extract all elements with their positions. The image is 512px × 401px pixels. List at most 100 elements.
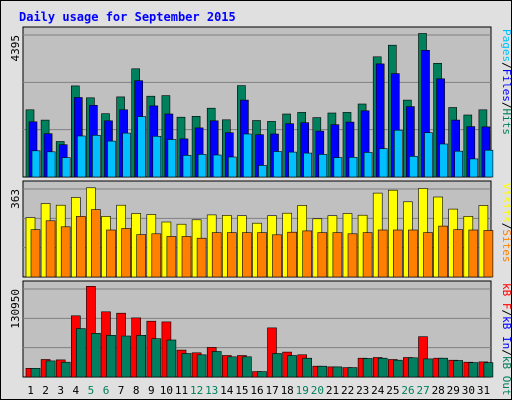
x-tick-label-day-9: 9 [148,384,155,397]
bar-sites-day-4 [76,216,86,278]
x-tick-label-day-15: 15 [235,384,248,397]
legend-entry-kb-1: / [500,310,512,317]
bar-pages-day-20 [318,154,328,178]
x-tick-label-day-26: 26 [401,384,414,397]
bar-sites-day-9 [151,233,162,278]
bar-pages-day-13 [212,154,222,178]
chart-title: Daily usage for September 2015 [19,10,236,24]
bar-sites-day-30 [468,229,479,278]
bar-kb-out-day-31 [483,362,494,378]
bar-pages-day-22 [348,157,358,178]
bar-kb-out-day-22 [347,367,358,378]
bar-sites-day-3 [60,226,71,278]
x-tick-label-day-22: 22 [341,384,354,397]
bar-pages-day-17 [273,151,282,178]
bar-kb-out-day-8 [136,334,146,378]
bar-pages-day-4 [77,135,86,178]
bar-kb-out-day-30 [468,362,479,378]
bar-sites-day-29 [453,229,464,278]
x-tick-label-day-12: 12 [190,384,203,397]
x-tick-label-day-10: 10 [160,384,173,397]
x-tick-label-day-28: 28 [432,384,445,397]
ymax-label-usage: 4395 [9,35,22,62]
bar-pages-day-2 [46,151,56,178]
bar-kb-out-day-26 [408,357,418,378]
bar-kb-out-day-20 [317,365,328,378]
bar-sites-day-18 [287,231,297,278]
bar-pages-day-26 [409,156,418,178]
bar-sites-day-21 [332,232,343,278]
bar-sites-day-22 [347,233,358,278]
bar-kb-f-day-27 [418,336,428,378]
x-tick-label-day-8: 8 [133,384,140,397]
x-tick-label-day-29: 29 [447,384,460,397]
bar-pages-day-8 [137,116,146,178]
x-tick-label-day-11: 11 [175,384,188,397]
x-tick-label-day-13: 13 [205,384,218,397]
bar-kb-out-day-6 [106,334,116,378]
x-tick-label-day-16: 16 [250,384,263,397]
bar-kb-out-day-12 [196,354,207,378]
x-tick-label-day-4: 4 [72,384,79,397]
bar-pages-day-31 [484,149,494,178]
bar-kb-out-day-3 [60,361,71,378]
legend-entry-usage-0: Pages [500,29,512,62]
x-tick-label-day-23: 23 [356,384,369,397]
bar-sites-day-28 [438,225,448,278]
x-tick-label-day-2: 2 [42,384,49,397]
bar-sites-day-14 [227,232,237,278]
bar-kb-out-day-25 [392,359,403,378]
x-tick-label-day-5: 5 [88,384,95,397]
bar-sites-day-25 [392,229,403,278]
bar-kb-out-day-10 [166,339,177,378]
bar-pages-day-12 [197,154,207,178]
bar-kb-f-day-5 [86,285,96,378]
bar-sites-day-6 [106,229,116,278]
x-tick-label-day-19: 19 [296,384,309,397]
bar-pages-day-3 [61,157,71,178]
bar-pages-day-29 [454,150,464,178]
x-tick-label-day-30: 30 [462,384,475,397]
bar-kb-out-day-11 [181,353,192,378]
x-tick-label-day-18: 18 [281,384,294,397]
bar-sites-day-31 [483,230,494,278]
bar-sites-day-20 [317,232,328,278]
legend-entry-usage-4: Hits [500,109,512,136]
bar-sites-day-24 [377,229,388,278]
legend-entry-kb-0: kB F [500,283,512,310]
bar-sites-day-8 [136,234,146,278]
x-tick-label-day-21: 21 [326,384,339,397]
bar-sites-day-27 [423,232,433,278]
bar-kb-out-day-14 [227,356,237,378]
bar-kb-out-day-23 [362,358,373,378]
legend-entry-usage-3: / [500,102,512,109]
bar-kb-f-day-17 [267,327,277,378]
x-tick-label-day-31: 31 [477,384,490,397]
bar-pages-day-25 [393,129,403,178]
bar-pages-day-21 [333,157,343,178]
bar-kb-out-day-21 [332,366,343,378]
bar-kb-out-day-18 [287,355,297,378]
bar-sites-day-16 [257,232,267,278]
legend-entry-kb-2: kB In [500,316,512,349]
x-tick-label-day-20: 20 [311,384,324,397]
x-tick-label-day-7: 7 [118,384,125,397]
bar-sites-day-19 [302,230,313,278]
bar-sites-day-12 [196,237,207,278]
bar-kb-out-day-5 [91,332,101,378]
ymax-label-kb: 130950 [9,289,22,329]
legend-visits: Visits/Sites [500,183,512,263]
bar-sites-day-7 [121,228,131,278]
x-tick-label-day-24: 24 [371,384,385,397]
bar-sites-day-1 [30,229,41,278]
bar-kb-out-day-9 [151,338,162,378]
bar-pages-day-11 [182,155,192,178]
bar-sites-day-26 [408,229,418,278]
x-tick-label-day-3: 3 [57,384,64,397]
bar-kb-out-day-1 [30,367,41,378]
bar-kb-out-day-7 [121,335,131,378]
bar-pages-day-1 [31,150,41,178]
bar-pages-day-30 [469,158,479,178]
bar-pages-day-28 [439,143,448,178]
